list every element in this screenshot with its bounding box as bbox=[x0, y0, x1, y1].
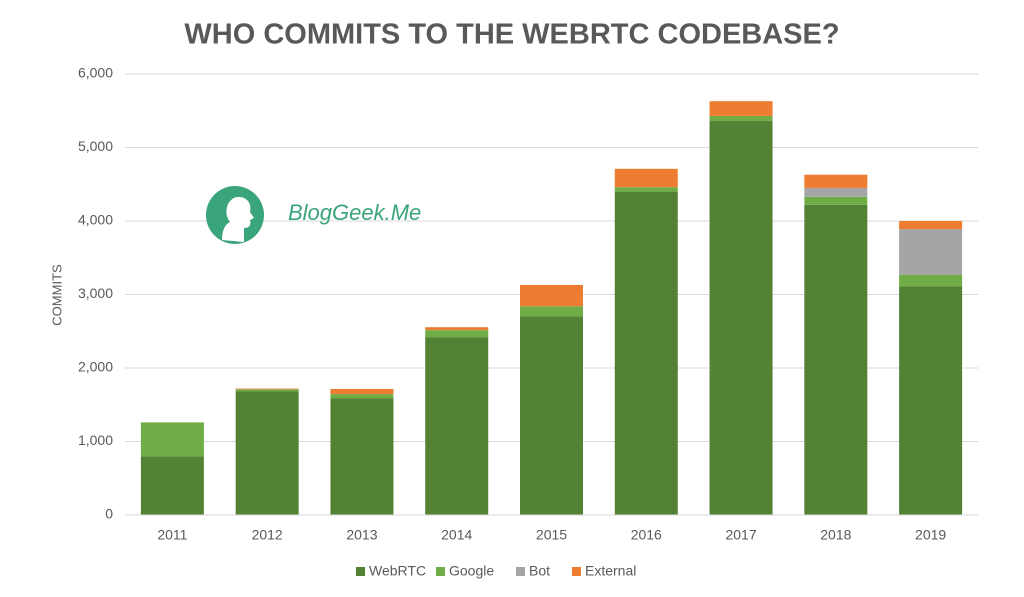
bar-segment bbox=[235, 388, 299, 390]
bar-segment bbox=[614, 168, 678, 188]
y-tick-label: 1,000 bbox=[78, 432, 113, 448]
bar-segment bbox=[614, 191, 678, 515]
legend-label: External bbox=[585, 563, 636, 579]
y-tick-label: 0 bbox=[105, 506, 113, 522]
bar-segment bbox=[804, 174, 868, 188]
bar-segment bbox=[709, 115, 773, 122]
bar-segment bbox=[614, 187, 678, 192]
bar-segment bbox=[235, 391, 299, 515]
x-tick-label: 2019 bbox=[915, 527, 946, 543]
bar-segment bbox=[899, 229, 963, 275]
y-tick-label: 2,000 bbox=[78, 359, 113, 375]
y-axis-label: COMMITS bbox=[49, 264, 64, 326]
bar-segment bbox=[330, 394, 394, 399]
x-tick-label: 2013 bbox=[346, 527, 377, 543]
legend-label: Bot bbox=[529, 563, 550, 579]
bar-segment bbox=[899, 274, 963, 287]
bar-segment bbox=[140, 422, 204, 457]
bar-segment bbox=[899, 286, 963, 515]
bar-segment bbox=[804, 204, 868, 515]
x-tick-label: 2014 bbox=[441, 527, 472, 543]
bar-segment bbox=[520, 316, 583, 515]
y-tick-label: 6,000 bbox=[78, 65, 113, 81]
bar-segment bbox=[425, 330, 489, 338]
chart-title: WHO COMMITS TO THE WEBRTC CODEBASE? bbox=[184, 19, 839, 51]
bar-segment bbox=[804, 196, 868, 205]
y-tick-label: 5,000 bbox=[78, 138, 113, 154]
bar-segment bbox=[520, 306, 583, 317]
x-tick-label: 2011 bbox=[157, 527, 187, 543]
bar-segment bbox=[425, 337, 489, 515]
logo-head bbox=[222, 196, 254, 242]
bar-segment bbox=[330, 388, 394, 395]
x-tick-label: 2015 bbox=[536, 527, 567, 543]
legend-label: WebRTC bbox=[369, 563, 426, 579]
bar-segment bbox=[899, 221, 963, 230]
legend-swatch bbox=[516, 567, 525, 576]
bar-segment bbox=[520, 284, 583, 307]
bar-segment bbox=[235, 389, 299, 392]
watermark-text: BlogGeek.Me bbox=[288, 200, 421, 225]
bar-segment bbox=[425, 327, 489, 331]
y-tick-label: 3,000 bbox=[78, 285, 113, 301]
bar-segment bbox=[709, 101, 773, 116]
legend-swatch bbox=[572, 567, 581, 576]
x-tick-label: 2016 bbox=[631, 527, 662, 543]
watermark-logo: BlogGeek.Me bbox=[206, 186, 421, 244]
legend-label: Google bbox=[449, 563, 494, 579]
bar-segment bbox=[804, 187, 868, 197]
legend-swatch bbox=[436, 567, 445, 576]
bar-segment bbox=[330, 398, 394, 515]
x-tick-label: 2012 bbox=[252, 527, 283, 543]
plot: 0 1,000 2,000 3,000 4,000 5,000 6,000 2011 2012 2… bbox=[78, 65, 978, 579]
x-tick-label: 2018 bbox=[820, 527, 851, 543]
x-tick-label: 2017 bbox=[725, 527, 756, 543]
bar-segment bbox=[709, 121, 773, 515]
legend-swatch bbox=[356, 567, 365, 576]
y-tick-label: 4,000 bbox=[78, 212, 113, 228]
bar-segment bbox=[140, 456, 204, 515]
